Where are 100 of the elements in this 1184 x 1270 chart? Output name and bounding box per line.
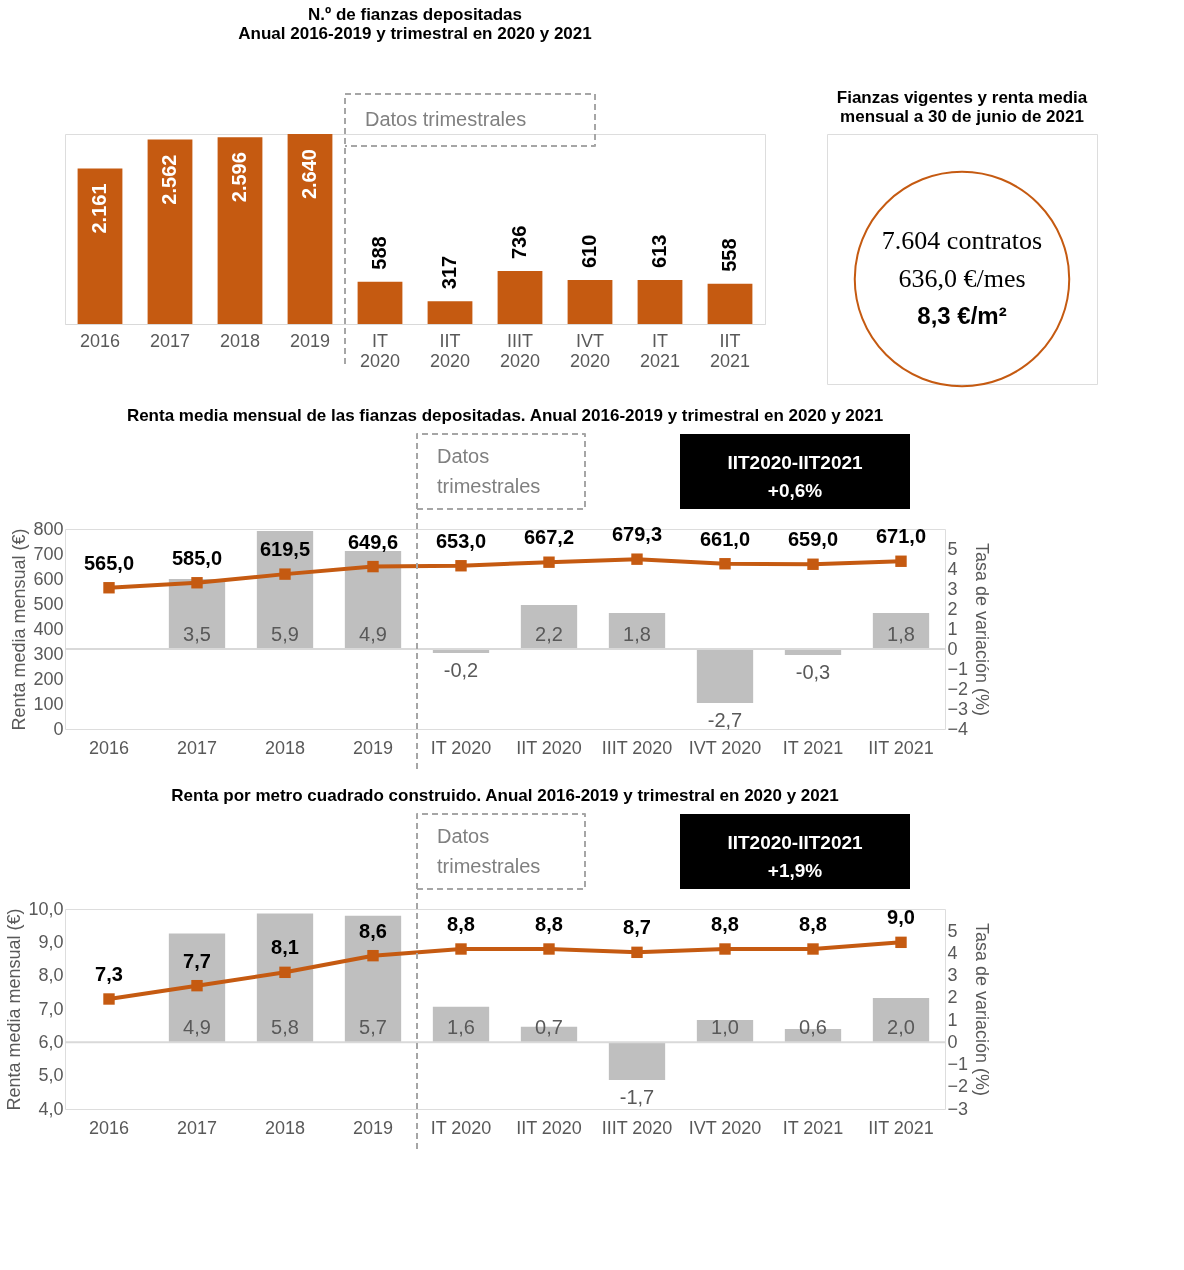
point: [455, 560, 467, 572]
x-tick-label: IIT 2021: [868, 737, 934, 758]
text: 8,3 €/m²: [917, 302, 1007, 329]
y-tick-label: 8,0: [38, 965, 64, 986]
y-tick-label: 10,0: [28, 898, 64, 919]
point: [367, 949, 379, 962]
y2-tick-label: 0: [947, 638, 958, 659]
y2-tick-label: 5: [947, 920, 958, 941]
y2-axis-title: Tasa de variación (%): [972, 542, 993, 717]
point: [807, 943, 819, 955]
y-tick-label: 0: [53, 718, 64, 739]
y-axis-title: Renta media mensual (€): [9, 528, 30, 731]
y-tick-label: 9,0: [38, 931, 64, 952]
bar: [696, 649, 754, 703]
data-label: 7,3: [95, 963, 123, 985]
data-label: 2,2: [535, 623, 563, 645]
data-label: 5,8: [271, 1016, 299, 1039]
text: Datos trimestrales: [437, 444, 541, 497]
y-tick-label: 7,0: [38, 998, 64, 1019]
data-label: 2.640: [298, 149, 320, 200]
text: Datos trimestrales: [365, 108, 527, 130]
bar: [256, 913, 314, 1043]
data-label: 558: [718, 238, 740, 272]
data-label: 5,9: [271, 623, 299, 645]
bar: [637, 279, 683, 324]
y2-axis-title: Tasa de variación (%): [972, 922, 993, 1097]
x-tick-label: 2019: [352, 737, 394, 758]
data-label: 8,8: [447, 913, 475, 935]
chart-title: N.º de fianzas depositadas Anual 2016-2019 y trimestral en 2020 y 2021: [238, 5, 592, 43]
data-label: 649,6: [347, 530, 399, 553]
x-tick-label: 2017: [176, 1117, 218, 1138]
point: [895, 936, 907, 949]
point: [367, 560, 379, 573]
bar: [168, 933, 226, 1043]
x-tick-label: IT 2020: [430, 737, 492, 758]
y2-tick-label: −2: [947, 1076, 969, 1097]
y-tick-label: 300: [33, 643, 64, 664]
data-label: 736: [508, 225, 530, 260]
data-label: 653,0: [435, 529, 487, 552]
data-label: 565,0: [83, 551, 135, 574]
data-label: -1,7: [619, 1086, 655, 1109]
text: IIT2020-IIT2021 +0,6%: [727, 452, 864, 501]
y-tick-label: 100: [33, 693, 64, 714]
data-label: 661,0: [699, 527, 751, 550]
data-label: 8,8: [535, 913, 563, 935]
data-label: -0,3: [795, 661, 831, 683]
data-label: 1,0: [711, 1016, 739, 1039]
data-label: 679,3: [611, 523, 663, 546]
text: 636,0 €/mes: [898, 264, 1026, 293]
y2-tick-label: 1: [947, 1009, 958, 1030]
data-label: 1,8: [887, 623, 915, 645]
data-label: 5,7: [359, 1016, 387, 1039]
text: Datos trimestrales: [437, 824, 541, 877]
data-label: 2.161: [88, 183, 110, 234]
bar: [608, 1042, 666, 1081]
data-label: 4,9: [359, 623, 387, 645]
x-tick-label: IT 2020: [359, 330, 401, 371]
y-tick-label: 800: [33, 518, 64, 539]
data-label: 1,8: [623, 623, 651, 645]
x-tick-label: IIIT 2020: [601, 1117, 673, 1138]
y-axis-title: Renta media mensual (€): [4, 908, 25, 1111]
x-tick-label: 2017: [149, 330, 191, 351]
data-label: 588: [368, 236, 390, 270]
data-label: 585,0: [171, 546, 223, 569]
y-tick-label: 400: [33, 618, 64, 639]
bar: [344, 915, 402, 1043]
data-label: 8,8: [711, 913, 739, 935]
bar: [497, 271, 543, 324]
bar: [357, 281, 403, 324]
point: [631, 946, 643, 959]
data-label: 667,2: [523, 526, 575, 549]
y2-tick-label: 2: [947, 987, 958, 1008]
x-tick-label: 2019: [352, 1117, 394, 1138]
x-tick-label: IIT 2021: [709, 330, 751, 371]
y2-tick-label: 2: [947, 598, 958, 619]
y2-tick-label: 4: [947, 558, 958, 579]
data-label: 613: [648, 234, 670, 268]
x-tick-label: 2017: [176, 737, 218, 758]
point: [719, 558, 731, 570]
x-tick-label: 2016: [79, 330, 121, 351]
point: [631, 553, 643, 565]
y2-tick-label: −4: [947, 718, 969, 739]
bar: [217, 137, 263, 324]
point: [279, 966, 291, 979]
data-label: 8,7: [623, 916, 651, 939]
y2-tick-label: 1: [947, 618, 958, 639]
data-label: 610: [578, 234, 600, 269]
y-tick-label: 5,0: [38, 1065, 64, 1086]
x-tick-label: IVT 2020: [569, 330, 611, 371]
point: [279, 568, 291, 580]
chart-title: Renta por metro cuadrado construido. Anual 2016-2019 y trimestral en 2020 y 2021: [171, 786, 839, 805]
data-label: -2,7: [707, 709, 743, 731]
y2-tick-label: −2: [947, 678, 969, 699]
y2-tick-label: −3: [947, 698, 969, 719]
x-tick-label: 2018: [264, 1117, 306, 1138]
data-label: 659,0: [787, 528, 839, 551]
x-tick-label: IVT 2020: [688, 737, 762, 758]
y2-tick-label: −1: [947, 658, 969, 679]
point: [543, 556, 555, 568]
y-tick-label: 200: [33, 668, 64, 689]
